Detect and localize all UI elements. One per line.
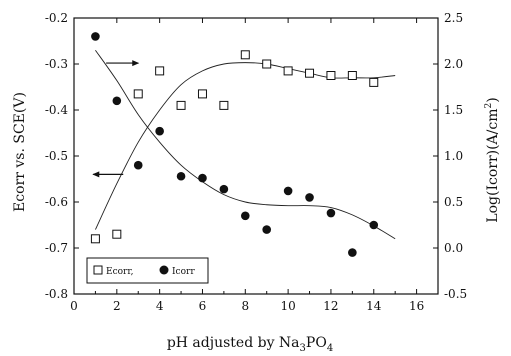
legend: Ecorr, Icorr xyxy=(86,257,209,284)
ecorr-point xyxy=(305,68,315,78)
left-y-axis-ticks: -0.2 -0.3 -0.4 -0.5 -0.6 -0.7 -0.8 xyxy=(45,11,79,301)
arrow-to-left-axis-head xyxy=(92,171,100,178)
right-y-tick-label: 2.5 xyxy=(444,11,463,25)
ecorr-point xyxy=(326,71,336,80)
plot-border xyxy=(73,17,439,295)
left-y-tick-label: -0.7 xyxy=(45,241,68,255)
plot-frame xyxy=(73,17,439,295)
ecorr-point xyxy=(219,100,229,110)
x-tick-label: 16 xyxy=(409,299,424,313)
right-y-tick-label: 1.5 xyxy=(444,103,463,117)
ecorr-point xyxy=(369,77,379,87)
ecorr-point xyxy=(90,234,100,244)
left-y-tick-label: -0.4 xyxy=(45,103,69,117)
ecorr-point xyxy=(133,89,143,99)
x-tick-label: 0 xyxy=(70,299,78,313)
icorr-point xyxy=(219,184,229,194)
right-y-axis-ticks: 2.5 2.0 1.5 1.0 0.5 0.0 -0.5 xyxy=(433,11,467,301)
left-y-tick-label: -0.2 xyxy=(45,11,68,25)
x-axis-title: pH adjusted by Na3PO4 xyxy=(167,335,333,354)
x-tick-label: 10 xyxy=(280,299,295,313)
x-tick-label: 14 xyxy=(366,299,382,313)
icorr-point xyxy=(133,160,143,170)
legend-icorr-label: Icorr xyxy=(172,267,195,277)
data-markers xyxy=(90,32,379,257)
arrow-to-right-axis-head xyxy=(132,60,140,67)
right-y-tick-label: 0.5 xyxy=(444,195,463,209)
x-tick-label: 12 xyxy=(323,299,338,313)
ecorr-point xyxy=(176,100,186,110)
icorr-point xyxy=(198,173,207,183)
left-y-tick-label: -0.8 xyxy=(45,287,68,301)
left-y-tick-label: -0.6 xyxy=(45,195,68,209)
icorr-point xyxy=(305,193,314,202)
legend-box xyxy=(86,257,209,284)
ecorr-point xyxy=(283,66,293,76)
right-y-axis-title: Log(Icorr)(A/cm2) xyxy=(484,97,501,222)
ecorr-point xyxy=(112,229,122,239)
icorr-point xyxy=(326,208,336,218)
ecorr-point xyxy=(155,66,165,76)
x-axis-ticks: 0 2 4 6 8 10 12 14 16 xyxy=(70,18,424,313)
ecorr-point xyxy=(197,89,207,99)
axis-indicator-arrows xyxy=(92,60,140,178)
right-y-tick-label: 1.0 xyxy=(444,149,463,163)
right-y-tick-label: 2.0 xyxy=(444,57,463,71)
x-tick-label: 4 xyxy=(156,299,164,313)
legend-ecorr-label: Ecorr, xyxy=(106,267,134,277)
legend-icorr-marker xyxy=(159,265,169,275)
icorr-point xyxy=(112,96,122,106)
left-y-axis-title: Ecorr vs. SCE(V) xyxy=(12,92,28,212)
icorr-trend-line xyxy=(95,49,396,240)
icorr-point xyxy=(155,126,164,136)
x-tick-label: 8 xyxy=(241,299,249,313)
x-tick-label: 6 xyxy=(199,299,207,313)
ecorr-point xyxy=(240,50,250,60)
left-y-tick-label: -0.3 xyxy=(45,57,68,71)
icorr-point xyxy=(176,171,186,181)
icorr-point xyxy=(262,225,272,234)
ecorr-trend-line xyxy=(95,62,396,230)
right-y-tick-label: -0.5 xyxy=(444,287,467,301)
icorr-point xyxy=(283,186,293,196)
icorr-point xyxy=(369,220,379,230)
icorr-point xyxy=(240,211,250,221)
icorr-point xyxy=(348,248,357,257)
ecorr-point xyxy=(347,71,357,80)
right-y-tick-label: 0.0 xyxy=(444,241,463,255)
x-tick-label: 2 xyxy=(113,299,121,313)
left-y-tick-label: -0.5 xyxy=(45,149,68,163)
trend-lines xyxy=(95,49,396,240)
icorr-point xyxy=(91,32,100,41)
ecorr-point xyxy=(262,59,272,69)
legend-ecorr-marker xyxy=(93,265,103,275)
